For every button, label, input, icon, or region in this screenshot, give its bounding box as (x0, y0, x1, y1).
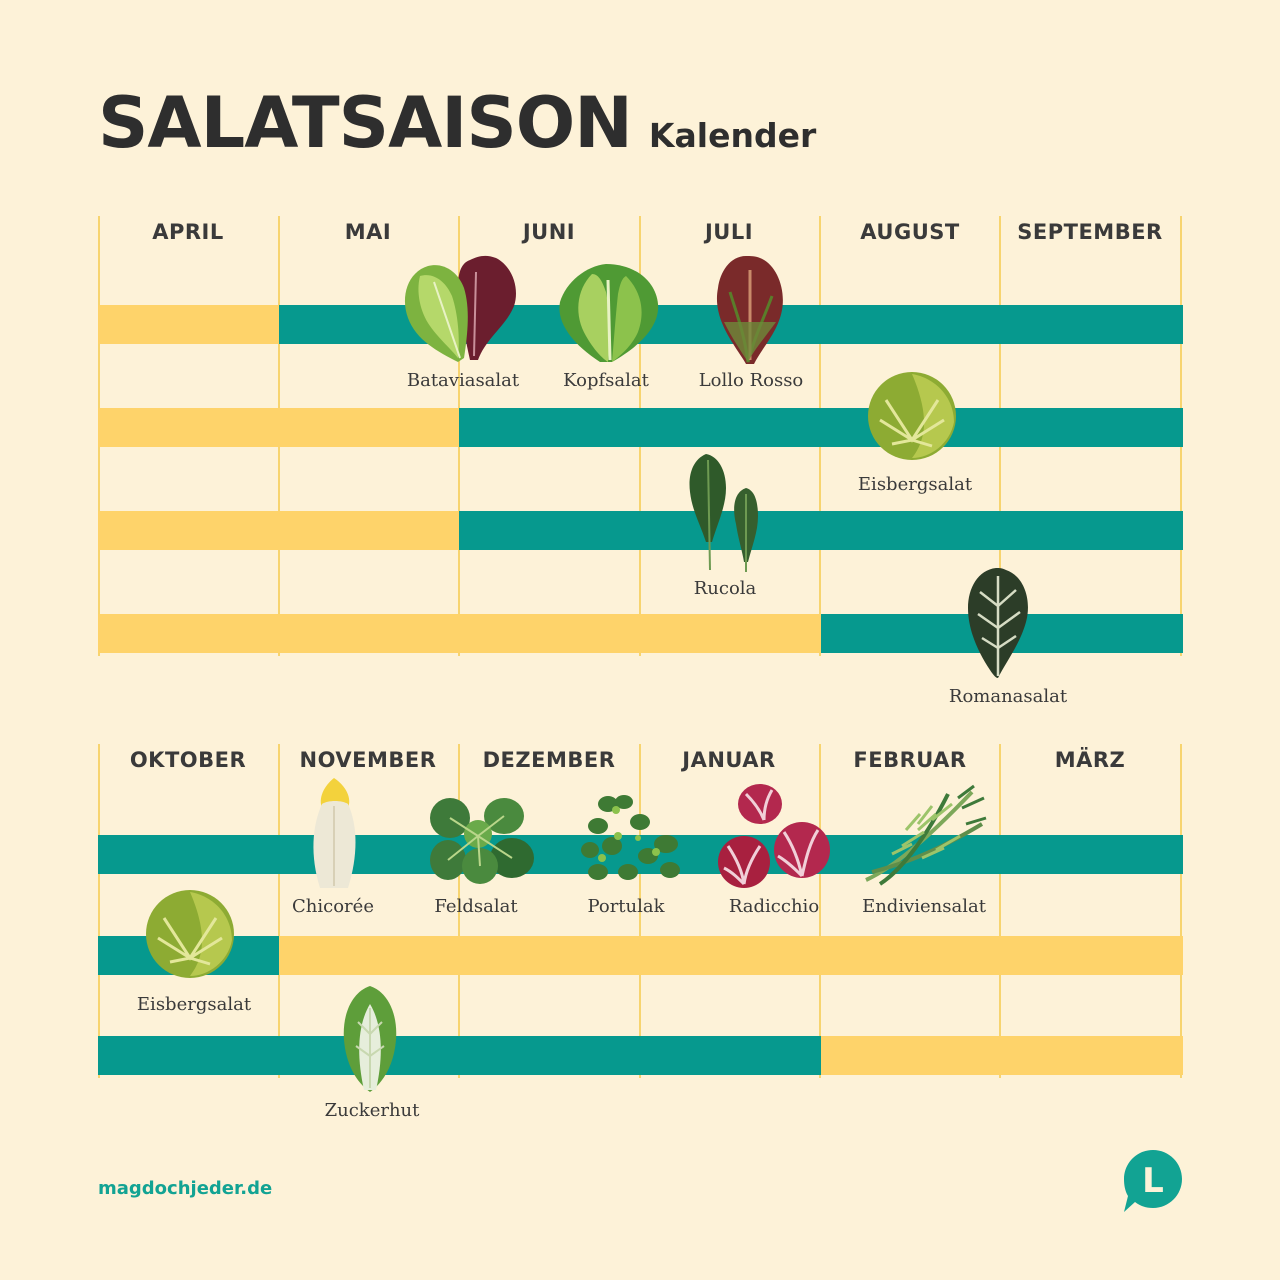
in-season-segment (459, 1036, 641, 1075)
off-season-segment (98, 614, 280, 653)
batavia-icon (398, 252, 523, 371)
off-season-segment (1001, 936, 1183, 975)
season-bar (98, 614, 1183, 653)
in-season-segment (1001, 305, 1183, 344)
month-header: JULI (704, 220, 754, 244)
in-season-segment (1001, 408, 1183, 447)
off-season-segment (278, 408, 460, 447)
off-season-segment (459, 614, 641, 653)
grid-line (98, 744, 100, 1078)
off-season-segment (1001, 1036, 1183, 1075)
grid-line (999, 744, 1001, 1078)
calendar-section-winter: OKTOBER NOVEMBER DEZEMBER JANUAR FEBRUAR… (98, 744, 1183, 1078)
plant-label: Lollo Rosso (698, 370, 804, 391)
plant-label: Portulak (587, 896, 665, 917)
off-season-segment (640, 936, 822, 975)
off-season-segment (98, 305, 280, 344)
plant-label: Radicchio (728, 896, 820, 917)
plant-label: Romanasalat (948, 686, 1068, 707)
off-season-segment (98, 408, 280, 447)
kopfsalat-icon (556, 260, 666, 372)
in-season-segment (98, 835, 280, 874)
zuckerhut-icon (340, 984, 400, 1098)
off-season-segment (278, 511, 460, 550)
month-header: SEPTEMBER (1017, 220, 1163, 244)
plant-label: Feldsalat (434, 896, 518, 917)
grid-line (1180, 744, 1182, 1078)
off-season-segment (820, 1036, 1002, 1075)
calendar-section-summer: APRIL MAI JUNI JULI AUGUST SEPTEMBER (98, 216, 1183, 656)
in-season-segment (640, 1036, 822, 1075)
title-main: SALATSAISON (98, 82, 633, 164)
month-header: MÄRZ (1054, 748, 1126, 772)
in-season-segment (459, 511, 641, 550)
off-season-segment (278, 936, 460, 975)
season-bar (98, 1036, 1183, 1075)
in-season-segment (459, 408, 641, 447)
off-season-segment (459, 936, 641, 975)
plant-label: Kopfsalat (563, 370, 649, 391)
feldsalat-icon (428, 794, 536, 890)
chicoree-icon (308, 776, 362, 896)
plant-label: Zuckerhut (324, 1100, 420, 1121)
off-season-segment (98, 511, 280, 550)
in-season-segment (640, 511, 822, 550)
in-season-segment (278, 835, 460, 874)
eisbergsalat-icon (866, 370, 960, 468)
month-header: OKTOBER (129, 748, 247, 772)
website-link[interactable]: magdochjeder.de (98, 1178, 273, 1199)
radicchio-icon (716, 780, 834, 894)
month-header: JANUAR (682, 748, 776, 772)
plant-label: Chicorée (292, 896, 374, 917)
eisbergsalat-icon (144, 888, 238, 986)
off-season-segment (640, 614, 822, 653)
page-title: SALATSAISON Kalender (98, 88, 816, 158)
plant-label: Eisbergsalat (136, 994, 252, 1015)
in-season-segment (820, 511, 1002, 550)
month-header: FEBRUAR (853, 748, 967, 772)
logo-letter: L (1142, 1161, 1164, 1201)
grid-line (278, 744, 280, 1078)
month-header: JUNI (522, 220, 576, 244)
off-season-segment (278, 614, 460, 653)
rucola-icon (686, 452, 766, 578)
grid-line (819, 744, 821, 1078)
brand-logo: L (1122, 1148, 1184, 1218)
plant-label: Endiviensalat (862, 896, 986, 917)
month-header: MAI (344, 220, 392, 244)
month-header: DEZEMBER (482, 748, 616, 772)
season-bar (98, 408, 1183, 447)
in-season-segment (1001, 835, 1183, 874)
month-header: APRIL (152, 220, 224, 244)
lollo-rosso-icon (710, 252, 790, 372)
in-season-segment (1001, 614, 1183, 653)
plant-label: Bataviasalat (406, 370, 520, 391)
grid-line (458, 744, 460, 1078)
endiviensalat-icon (862, 784, 988, 892)
portulak-icon (578, 792, 684, 892)
plant-label: Rucola (693, 578, 757, 599)
plant-label: Eisbergsalat (857, 474, 973, 495)
title-sub: Kalender (648, 116, 817, 155)
in-season-segment (640, 408, 822, 447)
in-season-segment (1001, 511, 1183, 550)
romanasalat-icon (964, 566, 1034, 684)
grid-line (639, 744, 641, 1078)
off-season-segment (820, 936, 1002, 975)
season-bar (98, 511, 1183, 550)
in-season-segment (820, 305, 1002, 344)
month-header: NOVEMBER (299, 748, 437, 772)
season-bar (98, 936, 1183, 975)
in-season-segment (98, 1036, 280, 1075)
month-header: AUGUST (860, 220, 960, 244)
